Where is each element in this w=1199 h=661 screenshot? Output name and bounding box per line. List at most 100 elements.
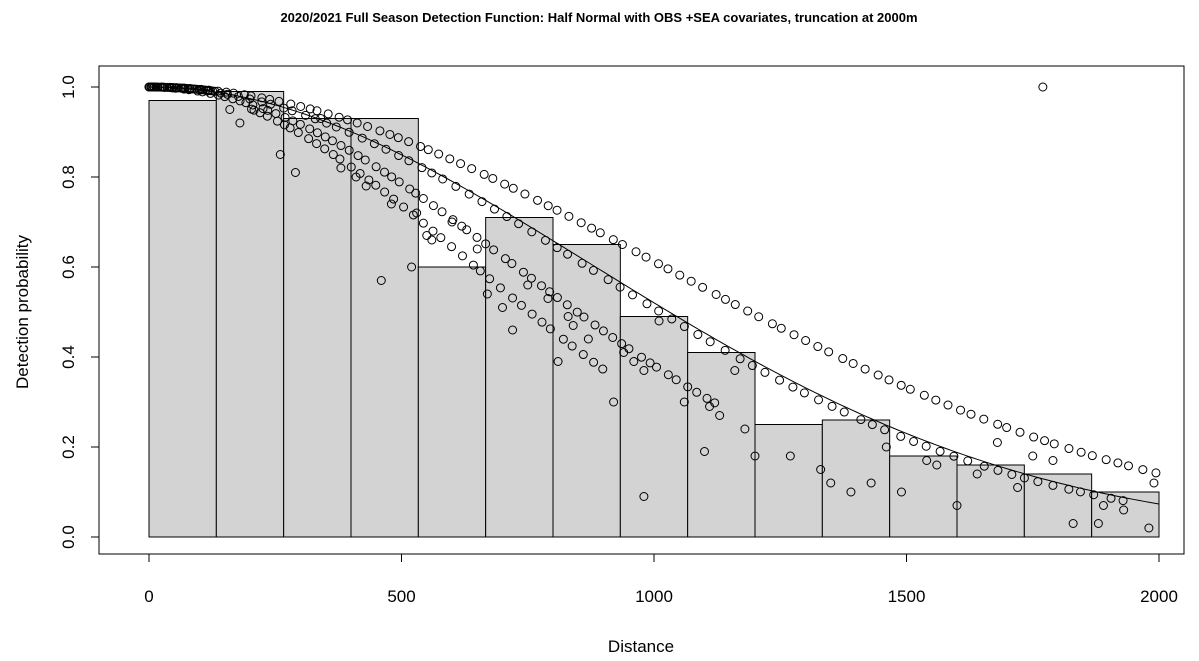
histogram-bar (754, 424, 823, 538)
y-tick-label: 0.6 (59, 255, 78, 279)
data-point (543, 201, 553, 211)
data-point (579, 312, 589, 322)
data-point (639, 492, 649, 501)
y-tick-label: 1.0 (59, 75, 78, 99)
data-point (1106, 493, 1116, 503)
data-point (508, 183, 518, 193)
data-point (427, 235, 437, 245)
data-point (335, 154, 345, 164)
data-point (526, 273, 536, 283)
data-point (609, 397, 619, 407)
data-point (353, 151, 363, 161)
data-point (233, 91, 243, 101)
data-point (371, 180, 381, 190)
data-point (418, 193, 428, 203)
data-point (305, 104, 315, 114)
data-point (943, 400, 953, 410)
data-point (619, 348, 629, 357)
data-point (375, 126, 385, 136)
data-point (498, 303, 507, 312)
data-point (654, 306, 664, 316)
data-point (305, 124, 315, 134)
data-point (462, 225, 472, 235)
data-point (545, 287, 555, 297)
data-point (838, 354, 848, 364)
data-point (235, 118, 245, 128)
data-point (979, 414, 989, 424)
data-point (760, 367, 770, 377)
data-point (1015, 427, 1025, 437)
data-point (360, 155, 370, 165)
data-point (500, 254, 510, 264)
histogram-bar (956, 464, 1025, 538)
data-point (919, 390, 929, 400)
data-point (343, 115, 353, 125)
data-point (527, 309, 537, 319)
data-point (457, 251, 467, 261)
data-point (352, 118, 362, 128)
x-tick-label: 500 (387, 587, 415, 606)
data-point (922, 456, 932, 465)
data-point (389, 194, 399, 204)
histogram-bars (148, 91, 1160, 538)
data-point (884, 375, 894, 385)
data-point (860, 364, 870, 374)
y-tick-label: 0.2 (59, 435, 78, 459)
data-point (642, 299, 652, 309)
data-point (434, 149, 444, 159)
data-point (824, 347, 834, 357)
data-point (257, 97, 267, 107)
data-point (272, 116, 282, 126)
data-point (743, 306, 753, 316)
data-point (788, 382, 798, 392)
data-point (641, 252, 651, 262)
data-point (881, 442, 891, 452)
data-point (495, 283, 505, 293)
data-point (280, 120, 290, 130)
data-point (1138, 465, 1148, 475)
data-point (553, 357, 563, 366)
data-point (489, 204, 499, 214)
data-point (583, 334, 593, 344)
data-point (735, 354, 745, 364)
data-point (1038, 82, 1048, 92)
data-point (848, 358, 858, 368)
data-point (747, 361, 757, 371)
data-point (873, 370, 883, 380)
data-point (598, 326, 608, 336)
data-point (296, 101, 306, 111)
data-point (1101, 455, 1111, 465)
data-point (1028, 451, 1038, 461)
data-point (563, 312, 573, 321)
data-point (523, 280, 533, 290)
data-point (827, 401, 837, 411)
data-point (320, 132, 330, 142)
data-point (667, 314, 677, 324)
data-point (285, 123, 295, 133)
data-point (1119, 505, 1129, 515)
data-point (720, 294, 730, 304)
data-point (956, 405, 966, 415)
histogram-bar (889, 455, 958, 538)
data-point (423, 145, 433, 155)
data-point (428, 201, 438, 211)
data-point (380, 187, 390, 197)
data-point (1076, 447, 1086, 457)
data-point (445, 154, 455, 164)
data-point (437, 207, 447, 217)
data-point (931, 395, 941, 405)
data-point (663, 370, 673, 380)
data-point (705, 402, 715, 411)
data-point (846, 487, 856, 497)
data-point (576, 218, 586, 228)
y-axis: 0.0 0.2 0.4 0.6 0.8 1.0 (59, 75, 100, 549)
data-point (826, 478, 836, 488)
data-point (364, 175, 374, 185)
fitted-curve (148, 86, 1160, 505)
data-point (711, 289, 721, 299)
data-point (371, 162, 381, 172)
data-point (654, 316, 664, 326)
histogram-bar (1091, 491, 1160, 538)
data-point (705, 337, 715, 347)
data-point (327, 136, 337, 146)
